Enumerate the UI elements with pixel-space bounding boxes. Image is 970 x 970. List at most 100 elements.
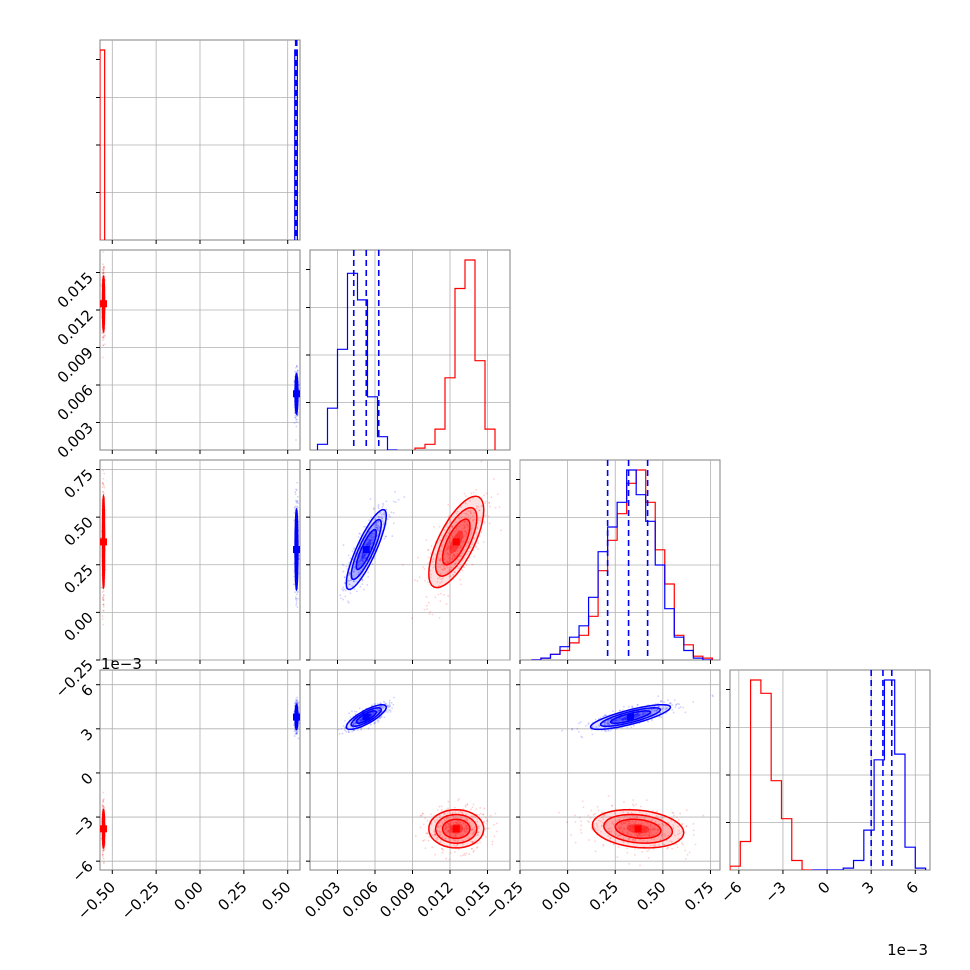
scatter-point (454, 821, 457, 824)
scatter-point (392, 500, 395, 503)
scatter-point (449, 545, 451, 548)
scatter-point (659, 700, 662, 703)
scatter-point (414, 835, 417, 838)
scatter-point (433, 525, 435, 528)
contour-line (345, 508, 388, 591)
scatter-point (372, 508, 375, 511)
scatter-point (295, 700, 298, 703)
scatter-point (653, 828, 656, 830)
scatter-point (433, 829, 436, 831)
scatter-point (675, 704, 677, 706)
scatter-point (347, 729, 350, 732)
scatter-point (447, 829, 449, 832)
scatter-point (637, 823, 640, 825)
scatter-point (485, 816, 487, 819)
contour-line (345, 703, 388, 731)
scatter-point (609, 836, 612, 839)
scatter-point (485, 500, 487, 503)
scatter-point (607, 830, 610, 833)
scatter-point (296, 365, 298, 368)
scatter-point (676, 846, 679, 849)
scatter-point (668, 702, 671, 705)
scatter-point (101, 807, 104, 810)
scatter-point (459, 546, 461, 549)
scatter-point (617, 819, 620, 821)
scatter-point (102, 344, 105, 347)
scatter-point (570, 834, 572, 836)
scatter-point (633, 839, 636, 842)
scatter-point (636, 713, 639, 716)
scatter-point (467, 528, 470, 531)
scatter-point (385, 535, 387, 538)
scatter-point (427, 562, 430, 565)
scatter-point (579, 828, 582, 831)
scatter-point (602, 814, 605, 817)
scatter-point (476, 834, 478, 837)
scatter-point (463, 492, 466, 495)
scatter-point (469, 511, 472, 514)
scatter-point (623, 828, 626, 831)
scatter-point (470, 840, 473, 843)
scatter-point (441, 808, 443, 811)
scatter-point (352, 723, 355, 726)
grid-lines (100, 40, 930, 870)
scatter-point (625, 820, 628, 823)
scatter-point (425, 595, 428, 598)
scatter-point (370, 711, 373, 714)
scatter-point (643, 818, 646, 820)
scatter-point (388, 703, 391, 705)
diagonal-hist-0 (100, 40, 298, 240)
scatter-point (343, 582, 346, 584)
scatter-point (345, 730, 348, 733)
scatter-point (462, 840, 464, 842)
scatter-point (441, 545, 443, 548)
scatter-point (642, 833, 645, 836)
scatter-point (645, 813, 648, 816)
scatter-point (490, 496, 493, 499)
scatter-point (385, 709, 388, 712)
scatter-point (458, 822, 460, 825)
scatter-point (471, 841, 474, 844)
scatter-point (459, 823, 462, 826)
scatter-point (473, 537, 475, 540)
scatter-point (447, 822, 450, 825)
scatter-point (476, 842, 479, 845)
scatter-point (462, 524, 465, 527)
scatter-point (434, 833, 436, 836)
scatter-point (375, 527, 378, 529)
scatter-point (367, 727, 370, 730)
scatter-point (101, 591, 104, 593)
scatter-point (358, 561, 361, 564)
scatter-point (429, 610, 432, 613)
contour-line (434, 813, 478, 844)
scatter-point (643, 829, 646, 832)
scatter-point (441, 823, 444, 825)
scatter-point (441, 577, 444, 580)
scatter-point (631, 830, 634, 832)
scatter-point (440, 578, 443, 581)
scatter-point (667, 846, 670, 849)
scatter-point (456, 552, 459, 555)
scatter-point (483, 494, 486, 497)
scatter-point (618, 826, 620, 829)
scatter-point (595, 822, 598, 825)
scatter-point (374, 526, 377, 529)
panel-2-1-frame (309, 459, 511, 661)
scatter-point (461, 537, 464, 539)
scatter-point (688, 851, 691, 854)
scatter-point (616, 820, 618, 823)
scatter-point (394, 501, 397, 504)
scatter-point (388, 701, 391, 704)
scatter-point (594, 828, 597, 830)
scatter-point (392, 512, 395, 514)
scatter-point (389, 710, 392, 713)
scatter-point (445, 537, 447, 540)
scatter-point (577, 730, 580, 733)
scatter-point (385, 508, 388, 511)
scatter-point (439, 814, 441, 816)
scatter-point (455, 821, 457, 824)
scatter-point (667, 821, 670, 824)
scatter-point (469, 545, 472, 548)
scatter-point (349, 557, 352, 560)
scatter-point (456, 840, 459, 843)
